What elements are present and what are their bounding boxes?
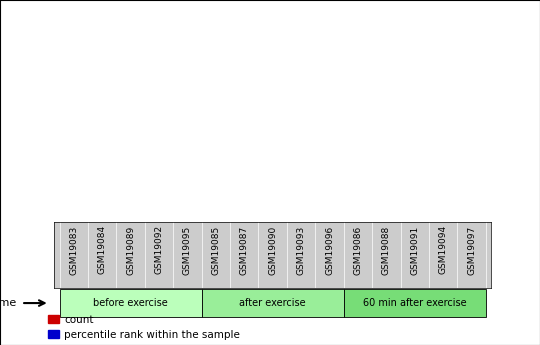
Text: GSM19096: GSM19096 (325, 225, 334, 275)
Bar (464, 217, 480, 222)
Bar (343, 289, 485, 317)
Bar (379, 153, 394, 222)
Point (98, 45, 106, 51)
Point (467, 67, 476, 72)
Point (70, 57, 78, 62)
Bar (60, 289, 202, 317)
Bar (202, 289, 343, 317)
Point (212, 49, 220, 55)
Text: 60 min after exercise: 60 min after exercise (363, 298, 467, 308)
Text: GSM19086: GSM19086 (353, 225, 362, 275)
Text: GSM19085: GSM19085 (211, 225, 220, 275)
Bar (293, 113, 309, 222)
Text: GDS962 / 202922_at: GDS962 / 202922_at (54, 9, 198, 23)
Point (297, 55, 306, 60)
Text: time: time (0, 298, 17, 308)
Point (382, 59, 390, 65)
Point (126, 55, 135, 60)
Bar (237, 108, 252, 222)
Text: GSM19094: GSM19094 (438, 225, 448, 274)
Text: GSM19092: GSM19092 (154, 225, 164, 274)
Point (354, 55, 362, 60)
Text: GSM19097: GSM19097 (467, 225, 476, 275)
Text: GSM19083: GSM19083 (69, 225, 78, 275)
Bar (208, 95, 224, 222)
Text: before exercise: before exercise (93, 298, 168, 308)
Text: GSM19093: GSM19093 (296, 225, 306, 275)
Point (268, 43, 277, 49)
Bar (94, 70, 110, 222)
Bar (123, 148, 138, 222)
Point (325, 59, 334, 65)
Bar (151, 163, 167, 222)
Bar (435, 172, 451, 222)
Point (439, 61, 448, 67)
Bar (66, 146, 82, 222)
Bar (407, 125, 422, 222)
Point (183, 53, 192, 59)
Bar (265, 56, 280, 222)
Text: GSM19095: GSM19095 (183, 225, 192, 275)
Point (410, 55, 419, 60)
Point (240, 49, 248, 55)
Point (155, 61, 164, 67)
Bar (180, 156, 195, 222)
Text: GSM19084: GSM19084 (98, 225, 107, 274)
Text: after exercise: after exercise (239, 298, 306, 308)
Text: GSM19089: GSM19089 (126, 225, 135, 275)
Text: GSM19090: GSM19090 (268, 225, 277, 275)
Bar (322, 158, 338, 222)
Legend: count, percentile rank within the sample: count, percentile rank within the sample (49, 315, 240, 340)
Text: GSM19088: GSM19088 (382, 225, 391, 275)
Text: GSM19087: GSM19087 (240, 225, 249, 275)
Bar (350, 150, 366, 222)
Text: GSM19091: GSM19091 (410, 225, 419, 275)
Y-axis label: 100%: 100% (511, 20, 540, 30)
